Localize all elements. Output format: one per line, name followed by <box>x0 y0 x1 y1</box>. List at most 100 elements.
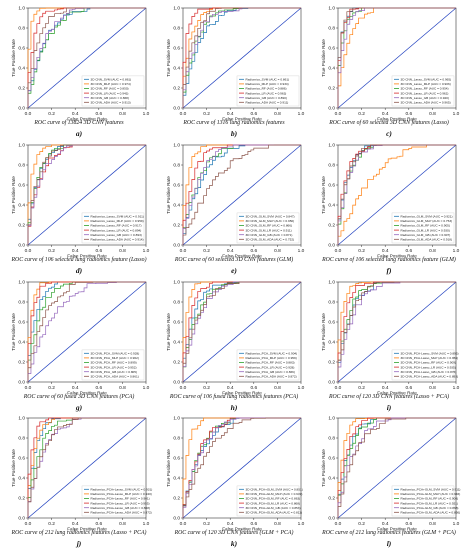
roc-series-line <box>337 417 456 518</box>
panel-caption: ROC curve of 60 selected 3D CNN features… <box>329 120 449 126</box>
y-tick-label: 1.0 <box>18 6 25 12</box>
panel-caption: ROC curve of 120 3D CNN features (Lasso … <box>328 394 450 400</box>
chart-panel-a: 0.0 0.2 0.4 0.6 0.8 1.0 0.0 0.2 0.4 0.6 0.8 1.0 Fals… <box>4 2 154 140</box>
legend-entry: 3D CNN_PCA-Lasso_ADA (AUC = 0.893) <box>401 375 459 379</box>
y-tick-label: 1.0 <box>328 416 335 422</box>
legend-entry: Radiomics_SVM (AUC = 0.861) <box>246 78 290 82</box>
y-tick-label: 1.0 <box>328 280 335 286</box>
x-tick-label: 0.6 <box>405 521 412 527</box>
x-tick-label: 0.6 <box>405 248 412 254</box>
y-axis-label: True Positive Rate <box>11 313 16 351</box>
legend-entry: 3D CNN_PCA+GLM_GB (AUC = 0.853) <box>246 506 301 510</box>
x-tick-label: 0.0 <box>180 385 187 391</box>
y-tick-label: 1.0 <box>18 280 25 286</box>
x-tick-label: 0.4 <box>382 521 389 527</box>
y-tick-label: 0.6 <box>173 456 180 462</box>
x-tick-label: 0.6 <box>95 111 102 117</box>
y-tick-label: 0.0 <box>18 380 25 386</box>
chance-diagonal <box>337 144 457 246</box>
y-tick-label: 0.6 <box>328 183 335 189</box>
y-tick-label: 0.2 <box>18 496 25 502</box>
legend-entry: Radiomics_Lasso_SVM (AUC = 0.911) <box>91 215 144 219</box>
y-axis-label: True Positive Rate <box>166 176 171 214</box>
x-tick-label: 0.4 <box>227 521 234 527</box>
x-tick-label: 1.0 <box>453 248 460 254</box>
panel-letter: j) <box>76 539 82 548</box>
y-tick-label: 0.8 <box>173 26 180 32</box>
chart-panel-c: 0.0 0.2 0.4 0.6 0.8 1.0 0.0 0.2 0.4 0.6 0.8 1.0 Fals… <box>314 2 464 140</box>
panel-caption: ROC curve of 60 selected 3D CNN features… <box>174 257 294 263</box>
y-tick-label: 0.0 <box>18 243 25 249</box>
y-tick-label: 0.4 <box>328 203 335 209</box>
legend-entry: 3D CNN_ADA (AUC = 0.913) <box>91 101 131 105</box>
legend-entry: 3D CNN_PCA_SVM (AUC = 0.928) <box>91 352 140 356</box>
x-axis-label: False Positive Rate <box>377 391 417 396</box>
roc-series-line <box>182 281 301 382</box>
x-axis-label: False Positive Rate <box>67 527 107 532</box>
legend-entry: Radiomics_GLM_RF (AUC = 0.905) <box>401 224 450 228</box>
y-tick-label: 0.2 <box>173 86 180 92</box>
x-axis-label: False Positive Rate <box>377 527 417 532</box>
y-tick-label: 0.0 <box>328 243 335 249</box>
y-tick-label: 0.0 <box>18 516 25 522</box>
chance-diagonal <box>27 144 147 246</box>
legend-entry: Radiomics_PCA+Lasso_GB (AUC = 0.868) <box>91 506 151 510</box>
x-tick-label: 1.0 <box>453 385 460 391</box>
roc-chart-j: 0.0 0.2 0.4 0.6 0.8 1.0 0.0 0.2 0.4 0.6 0.8 1.0 Fals… <box>11 416 153 532</box>
x-tick-label: 1.0 <box>143 248 150 254</box>
panel-caption: ROC curve of 106 selected lung radiomics… <box>11 257 147 263</box>
legend-entry: 3D CNN_PCA+GLM_SVM (AUC = 0.851) <box>246 488 303 492</box>
panel-caption: ROC curve of 60 fused 3D CNN features (P… <box>23 394 135 400</box>
legend-entry: 3D CNN_PCA-Lasso_SVM (AUC = 0.895) <box>401 352 459 356</box>
y-tick-label: 0.0 <box>328 106 335 112</box>
y-axis-label: True Positive Rate <box>166 39 171 77</box>
x-tick-label: 1.0 <box>298 385 305 391</box>
legend-box <box>81 349 145 381</box>
x-tick-label: 0.8 <box>274 521 281 527</box>
y-tick-label: 1.0 <box>328 143 335 149</box>
legend-entry: Radiomics_PCA_GB (AUC = 0.866) <box>246 370 295 374</box>
legend-box <box>236 75 300 107</box>
chance-diagonal <box>182 7 302 109</box>
x-tick-label: 0.8 <box>429 111 436 117</box>
x-tick-label: 0.4 <box>227 248 234 254</box>
x-tick-label: 0.2 <box>203 248 210 254</box>
panel-caption: ROC curve of 13824 3D CNN features <box>34 120 124 126</box>
legend-entry: Radiomics_PCA+Lasso_SVM (AUC = 0.931) <box>91 488 153 492</box>
legend-entry: Radiomics_PCA_SVM (AUC = 0.904) <box>246 352 298 356</box>
y-tick-label: 1.0 <box>173 416 180 422</box>
legend-entry: Radiomics_PCA+GLM_SVM (AUC = 0.911) <box>401 488 461 492</box>
x-axis-label: False Positive Rate <box>67 391 107 396</box>
roc-series-line <box>27 144 146 245</box>
chart-panel-f: 0.0 0.2 0.4 0.6 0.8 1.0 0.0 0.2 0.4 0.6 0.8 1.0 Fals… <box>314 139 464 277</box>
x-tick-label: 0.0 <box>25 385 32 391</box>
legend-box <box>391 349 455 381</box>
chart-panel-k: 0.0 0.2 0.4 0.6 0.8 1.0 0.0 0.2 0.4 0.6 0.8 1.0 Fals… <box>159 412 309 550</box>
y-axis-label: True Positive Rate <box>11 39 16 77</box>
x-tick-label: 0.0 <box>25 521 32 527</box>
legend-entry: Radiomics_PCA_LR (AUC = 0.928) <box>246 365 295 369</box>
x-tick-label: 0.4 <box>382 111 389 117</box>
legend-entry: Radiomics_Lasso_ADA (AUC = 0.914) <box>91 238 144 242</box>
x-tick-label: 0.6 <box>95 248 102 254</box>
y-tick-label: 0.8 <box>18 436 25 442</box>
x-tick-label: 0.2 <box>358 248 365 254</box>
panel-letter: d) <box>75 266 83 275</box>
x-tick-label: 0.6 <box>405 385 412 391</box>
x-axis-label: False Positive Rate <box>222 254 262 259</box>
legend-box <box>391 485 455 517</box>
y-tick-label: 0.8 <box>18 26 25 32</box>
x-tick-label: 0.0 <box>180 248 187 254</box>
legend-entry: Radiomics_PCA+Lasso_ADA (AUC = 0.872) <box>91 511 152 515</box>
y-tick-label: 0.8 <box>173 436 180 442</box>
x-tick-label: 0.8 <box>429 521 436 527</box>
chart-panel-d: 0.0 0.2 0.4 0.6 0.8 1.0 0.0 0.2 0.4 0.6 0.8 1.0 Fals… <box>4 139 154 277</box>
y-tick-label: 0.0 <box>328 380 335 386</box>
legend-entry: 3D CNN_GLM_RF (AUC = 0.866) <box>246 224 293 228</box>
x-tick-label: 1.0 <box>298 521 305 527</box>
y-tick-label: 0.0 <box>173 243 180 249</box>
y-tick-label: 0.0 <box>173 380 180 386</box>
legend-entry: Radiomics_ADA (AUC = 0.911) <box>246 101 289 105</box>
x-tick-label: 0.4 <box>72 111 79 117</box>
